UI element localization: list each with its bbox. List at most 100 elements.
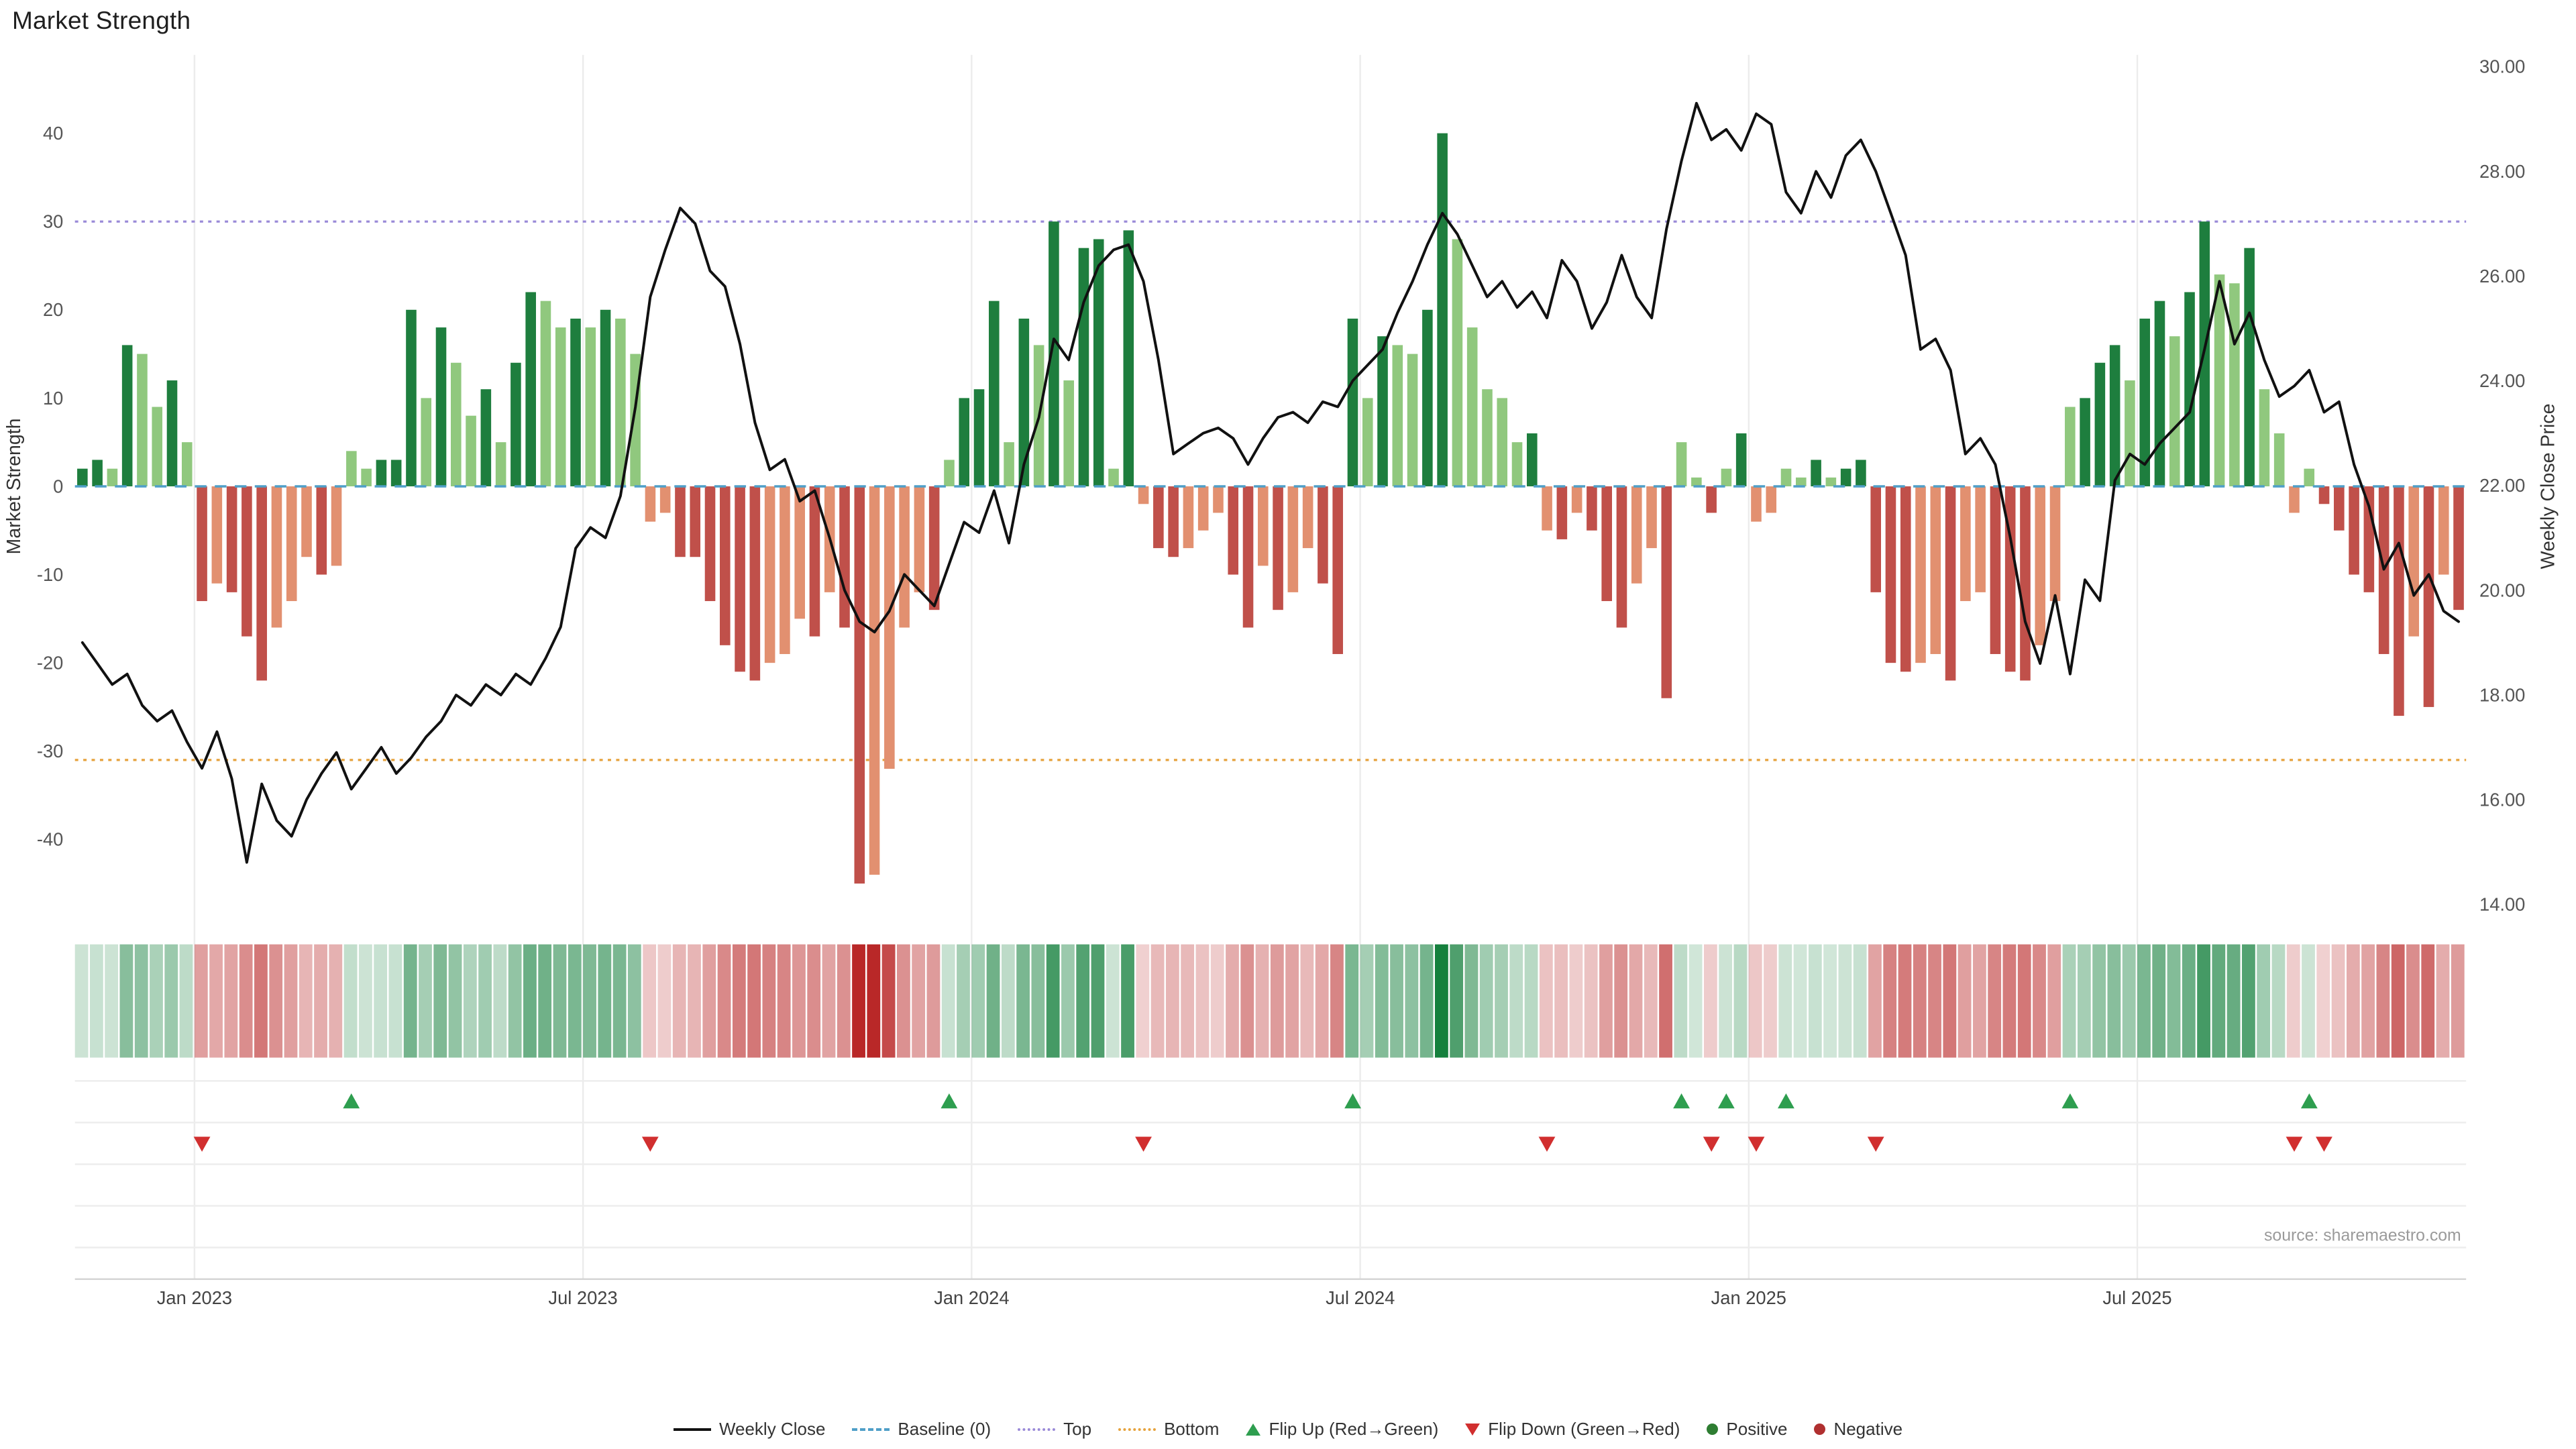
strength-bar xyxy=(2318,486,2330,504)
heatmap-cell xyxy=(2182,944,2196,1058)
positive-dot-icon xyxy=(1707,1424,1719,1435)
heatmap-cell xyxy=(2122,944,2136,1058)
strength-bar xyxy=(1362,398,1373,486)
heatmap-cell xyxy=(1270,944,1284,1058)
flip-up-marker xyxy=(1673,1093,1690,1109)
heatmap-cell xyxy=(224,944,238,1058)
strength-bar xyxy=(1004,442,1014,486)
heatmap-cell xyxy=(2391,944,2405,1058)
heatmap-cell xyxy=(2152,944,2166,1058)
heatmap-cell xyxy=(2376,944,2390,1058)
flip-up-marker xyxy=(1778,1093,1794,1109)
strength-bar xyxy=(346,451,357,486)
negative-dot-icon xyxy=(1814,1424,1826,1435)
strength-bar xyxy=(1377,336,1388,486)
legend-label-weekly-close: Weekly Close xyxy=(718,1419,826,1439)
heatmap-cell xyxy=(134,944,148,1058)
heatmap-cell xyxy=(374,944,388,1058)
strength-bar xyxy=(450,362,462,486)
heatmap-cell xyxy=(1091,944,1105,1058)
strength-bar xyxy=(1093,239,1104,486)
legend-label-bottom: Bottom xyxy=(1164,1419,1220,1439)
right-axis-tick-label: 22.00 xyxy=(2479,475,2525,496)
strength-bar xyxy=(1780,468,1792,486)
heatmap-cell xyxy=(538,944,552,1058)
strength-bar xyxy=(2080,398,2090,486)
right-axis-tick-label: 16.00 xyxy=(2479,789,2525,810)
strength-bar xyxy=(1825,477,1837,486)
right-axis-tick-label: 28.00 xyxy=(2479,161,2525,182)
left-axis-tick-label: 0 xyxy=(53,476,63,496)
flip-up-marker xyxy=(1344,1093,1361,1109)
flip-up-marker xyxy=(2061,1093,2079,1109)
heatmap-cell xyxy=(239,944,253,1058)
strength-bar xyxy=(2049,486,2061,602)
heatmap-cell xyxy=(688,944,701,1058)
strength-bar xyxy=(197,486,207,602)
heatmap-cell xyxy=(2077,944,2091,1058)
strength-bar xyxy=(2394,486,2404,716)
strength-bar xyxy=(495,442,506,486)
heatmap-cell xyxy=(508,944,522,1058)
strength-bar xyxy=(1661,486,1672,698)
strength-bar xyxy=(1631,486,1642,584)
strength-bar xyxy=(570,318,581,486)
strength-bar xyxy=(884,486,895,769)
strength-bar xyxy=(959,398,970,486)
heatmap-cell xyxy=(837,944,851,1058)
strength-bar xyxy=(77,468,88,486)
heatmap-cell xyxy=(2092,944,2106,1058)
heatmap-cell xyxy=(1943,944,1957,1058)
strength-bar xyxy=(301,486,312,557)
heatmap-cell xyxy=(1853,944,1867,1058)
strength-bar xyxy=(1751,486,1762,522)
strength-bar xyxy=(1900,486,1911,672)
strength-bar xyxy=(869,486,880,875)
heatmap-cell xyxy=(1285,944,1299,1058)
strength-bar xyxy=(107,468,118,486)
heatmap-cell xyxy=(2316,944,2330,1058)
heatmap-cell xyxy=(299,944,313,1058)
heatmap-cell xyxy=(1688,944,1703,1058)
strength-bar xyxy=(1587,486,1597,531)
flip-down-marker xyxy=(1748,1136,1765,1152)
strength-bar xyxy=(540,301,551,486)
heatmap-cell xyxy=(179,944,193,1058)
strength-bar xyxy=(2289,486,2300,513)
heatmap-cell xyxy=(777,944,791,1058)
heatmap-cell xyxy=(2197,944,2210,1058)
heatmap-cell xyxy=(1360,944,1374,1058)
left-axis-tick-label: -30 xyxy=(37,741,63,761)
strength-bar xyxy=(2259,389,2270,486)
strength-bar xyxy=(152,407,163,486)
strength-bar xyxy=(256,486,267,681)
top-line-swatch xyxy=(1018,1428,1056,1431)
legend-label-negative: Negative xyxy=(1833,1419,1903,1439)
strength-bar xyxy=(1482,389,1493,486)
heatmap-cell xyxy=(1165,944,1179,1058)
strength-bar xyxy=(764,486,775,663)
heatmap-cell xyxy=(1240,944,1254,1058)
heatmap-cell xyxy=(627,944,641,1058)
strength-bar xyxy=(659,486,671,513)
strength-bars xyxy=(77,133,2464,884)
heatmap-cell xyxy=(926,944,941,1058)
heatmap-cell xyxy=(1703,944,1717,1058)
heatmap-cell xyxy=(1479,944,1493,1058)
heatmap-cell xyxy=(1435,944,1448,1058)
heatmap-cell xyxy=(598,944,612,1058)
heatmap-cell xyxy=(1375,944,1389,1058)
weekly-close-line-swatch xyxy=(673,1428,711,1431)
flip-down-marker xyxy=(1703,1136,1720,1152)
baseline-line-swatch xyxy=(852,1428,890,1431)
heatmap-cell xyxy=(643,944,657,1058)
strength-bar xyxy=(1287,486,1299,592)
flip-markers xyxy=(193,1093,2332,1152)
heatmap-cell xyxy=(1345,944,1359,1058)
strength-bar xyxy=(1168,486,1179,557)
strength-bar xyxy=(675,486,686,557)
strength-bar xyxy=(809,486,820,637)
heatmap-cell xyxy=(612,944,627,1058)
heatmap-cell xyxy=(2107,944,2121,1058)
heatmap-cell xyxy=(1554,944,1568,1058)
